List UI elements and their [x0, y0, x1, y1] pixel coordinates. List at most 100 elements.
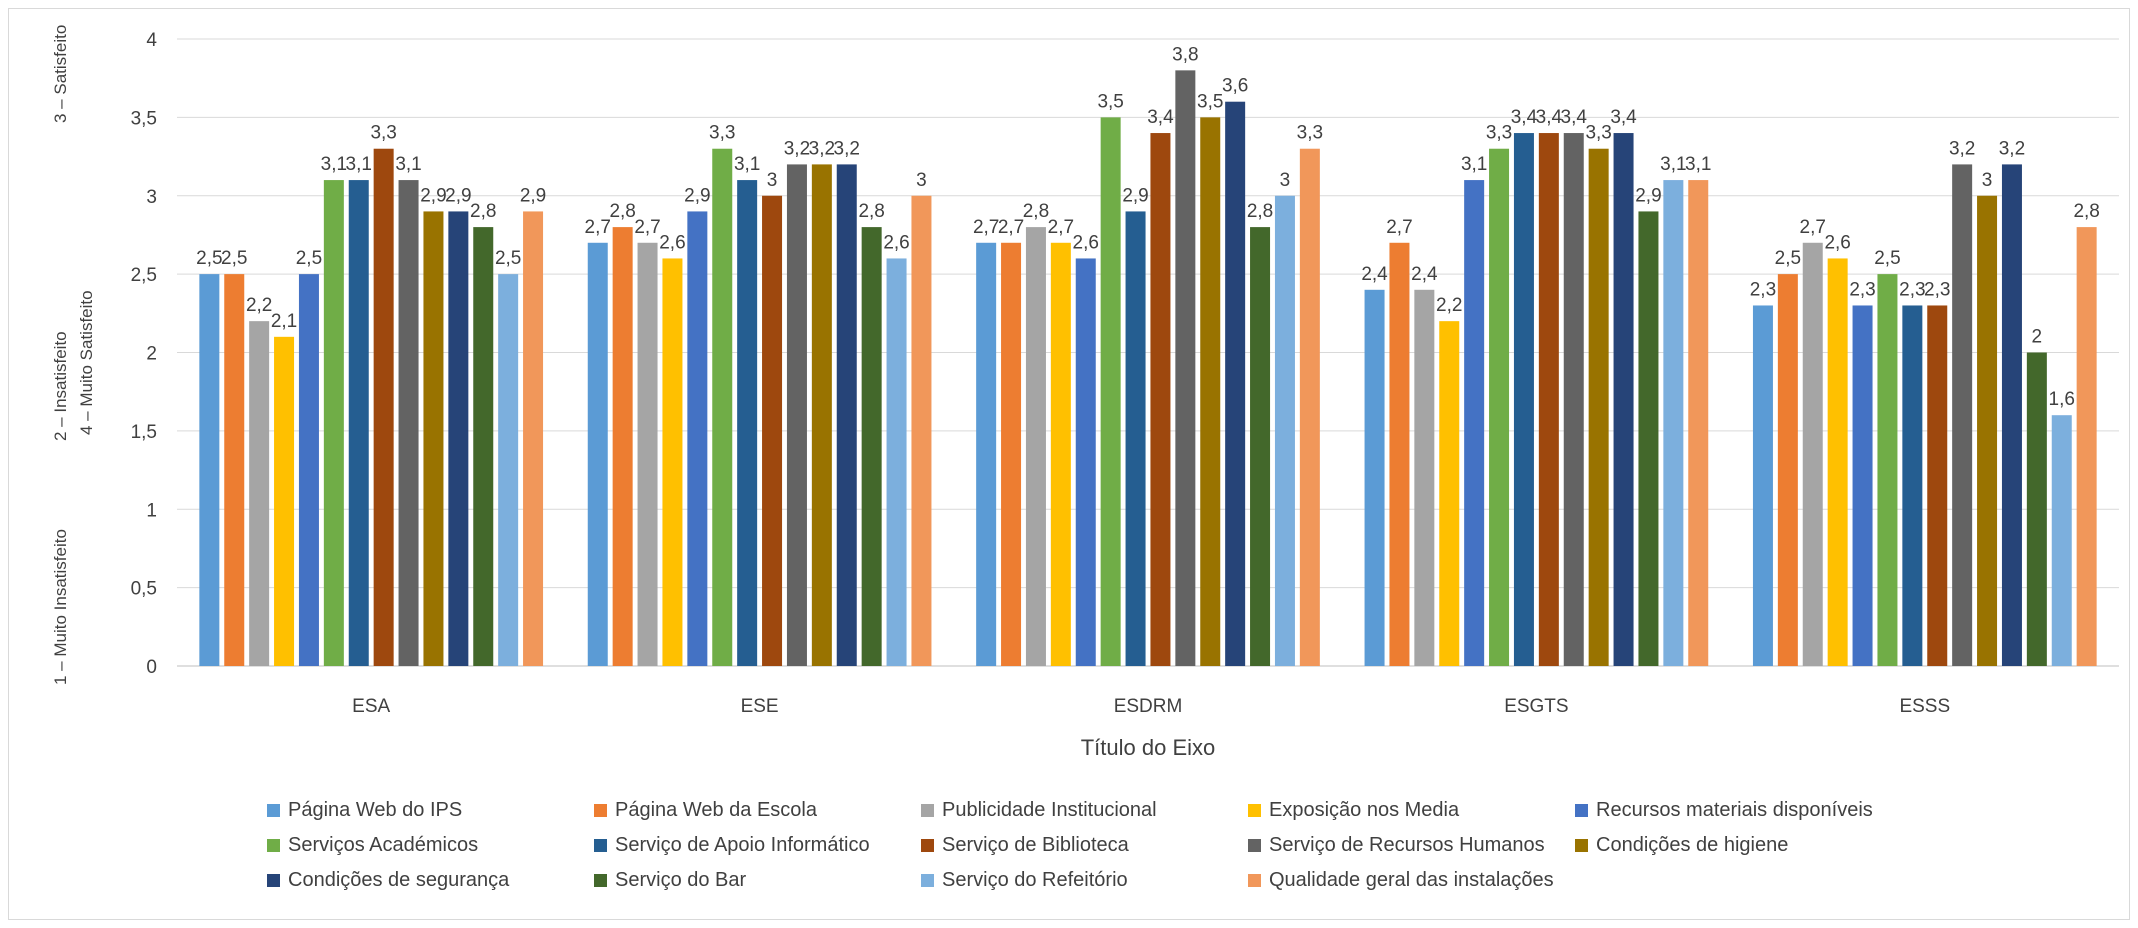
bar	[1175, 70, 1196, 667]
bar	[1638, 211, 1659, 667]
data-label: 2,6	[1073, 232, 1099, 253]
data-label: 3,3	[370, 123, 396, 144]
y-tick-label: 1	[146, 500, 157, 521]
legend-label: Serviço de Biblioteca	[942, 834, 1129, 856]
data-label: 2,4	[1411, 264, 1438, 285]
legend-item: Serviço do Bar	[594, 869, 746, 892]
data-label: 2,8	[1247, 201, 1273, 222]
data-label: 3,4	[1610, 107, 1637, 128]
bar	[1489, 148, 1510, 667]
bar	[274, 336, 295, 666]
legend-item: Publicidade Institucional	[921, 799, 1157, 822]
data-label: 2,3	[1924, 279, 1950, 300]
data-label: 2,8	[1023, 201, 1049, 222]
legend-item: Serviço de Apoio Informático	[594, 834, 870, 857]
legend-label: Qualidade geral das instalações	[1269, 869, 1554, 891]
data-label: 3,3	[709, 123, 735, 144]
bar	[587, 242, 608, 666]
bar	[1250, 227, 1271, 666]
legend-swatch	[267, 804, 280, 817]
data-label: 3,4	[1511, 107, 1538, 128]
bar	[1075, 258, 1096, 666]
data-label: 3,1	[734, 154, 760, 175]
y-tick-label: 3,5	[131, 108, 157, 129]
legend-swatch	[594, 804, 607, 817]
data-label: 2,7	[585, 217, 611, 238]
bar	[1877, 274, 1898, 666]
bar	[1827, 258, 1848, 666]
bar	[976, 242, 997, 666]
data-label: 3,8	[1172, 44, 1198, 65]
bar	[2051, 415, 2072, 666]
data-label: 3,1	[321, 154, 347, 175]
data-label: 2,7	[1386, 217, 1412, 238]
legend-label: Serviço de Recursos Humanos	[1269, 834, 1545, 856]
legend-item: Condições de segurança	[267, 869, 509, 892]
data-label: 2,6	[1824, 232, 1850, 253]
data-label: 3	[767, 170, 778, 191]
legend-label: Recursos materiais disponíveis	[1596, 799, 1873, 821]
data-label: 2,8	[609, 201, 635, 222]
data-label: 3,2	[834, 138, 860, 159]
y-tick-label: 2,5	[131, 265, 157, 286]
x-tick-label: ESA	[352, 696, 390, 717]
data-label: 3	[916, 170, 927, 191]
legend-item: Exposição nos Media	[1248, 799, 1459, 822]
bar	[448, 211, 469, 667]
data-label: 2,4	[1361, 264, 1388, 285]
data-label: 2,8	[2073, 201, 2099, 222]
x-tick-label: ESGTS	[1504, 696, 1568, 717]
data-label: 3,2	[1999, 138, 2025, 159]
data-label: 2,5	[196, 248, 222, 269]
y-tick-label: 0,5	[131, 579, 157, 600]
legend-label: Página Web do IPS	[288, 799, 463, 821]
data-label: 2,7	[1800, 217, 1826, 238]
bar	[786, 164, 807, 666]
legend-item: Qualidade geral das instalações	[1248, 869, 1554, 892]
bar	[1927, 305, 1948, 666]
legend-swatch	[594, 839, 607, 852]
bar	[886, 258, 907, 666]
bar	[1802, 242, 1823, 666]
legend-label: Página Web da Escola	[615, 799, 817, 821]
data-label: 2,9	[520, 185, 546, 206]
legend-swatch	[1575, 804, 1588, 817]
data-label: 2,2	[246, 295, 272, 316]
data-label: 2,9	[684, 185, 710, 206]
data-label: 2,7	[998, 217, 1024, 238]
bar	[1274, 195, 1295, 666]
bar	[1538, 133, 1559, 667]
bar	[911, 195, 932, 666]
bar	[1464, 180, 1485, 666]
y-tick-label: 3	[146, 187, 157, 208]
bar	[1100, 117, 1121, 666]
data-label: 3,5	[1097, 91, 1123, 112]
bar	[298, 274, 319, 666]
data-label: 3,4	[1147, 107, 1174, 128]
bar	[1613, 133, 1634, 667]
bar	[1777, 274, 1798, 666]
data-label: 2,6	[659, 232, 685, 253]
data-label: 2,9	[1635, 185, 1661, 206]
data-label: 2,8	[858, 201, 884, 222]
x-axis-title: Título do Eixo	[1081, 735, 1216, 760]
data-label: 2,5	[1775, 248, 1801, 269]
x-tick-label: ESE	[741, 696, 779, 717]
y-axis-title-line-2: 2 – Insatisfeito	[51, 331, 70, 441]
data-label: 2,8	[470, 201, 496, 222]
legend-label: Condições de higiene	[1596, 834, 1789, 856]
y-tick-label: 4	[146, 30, 157, 51]
data-label: 3,4	[1561, 107, 1588, 128]
bar	[1200, 117, 1221, 666]
bar	[1752, 305, 1773, 666]
bar	[612, 227, 633, 666]
legend-swatch	[267, 839, 280, 852]
x-tick-label: ESSS	[1899, 696, 1950, 717]
bar	[1025, 227, 1046, 666]
bar	[1439, 321, 1460, 666]
data-label: 2,5	[296, 248, 322, 269]
bar	[1050, 242, 1071, 666]
data-label: 3	[1280, 170, 1291, 191]
y-axis-title-line-4: 4 – Muito Satisfeito	[77, 290, 96, 435]
legend-item: Serviço de Recursos Humanos	[1248, 834, 1545, 857]
